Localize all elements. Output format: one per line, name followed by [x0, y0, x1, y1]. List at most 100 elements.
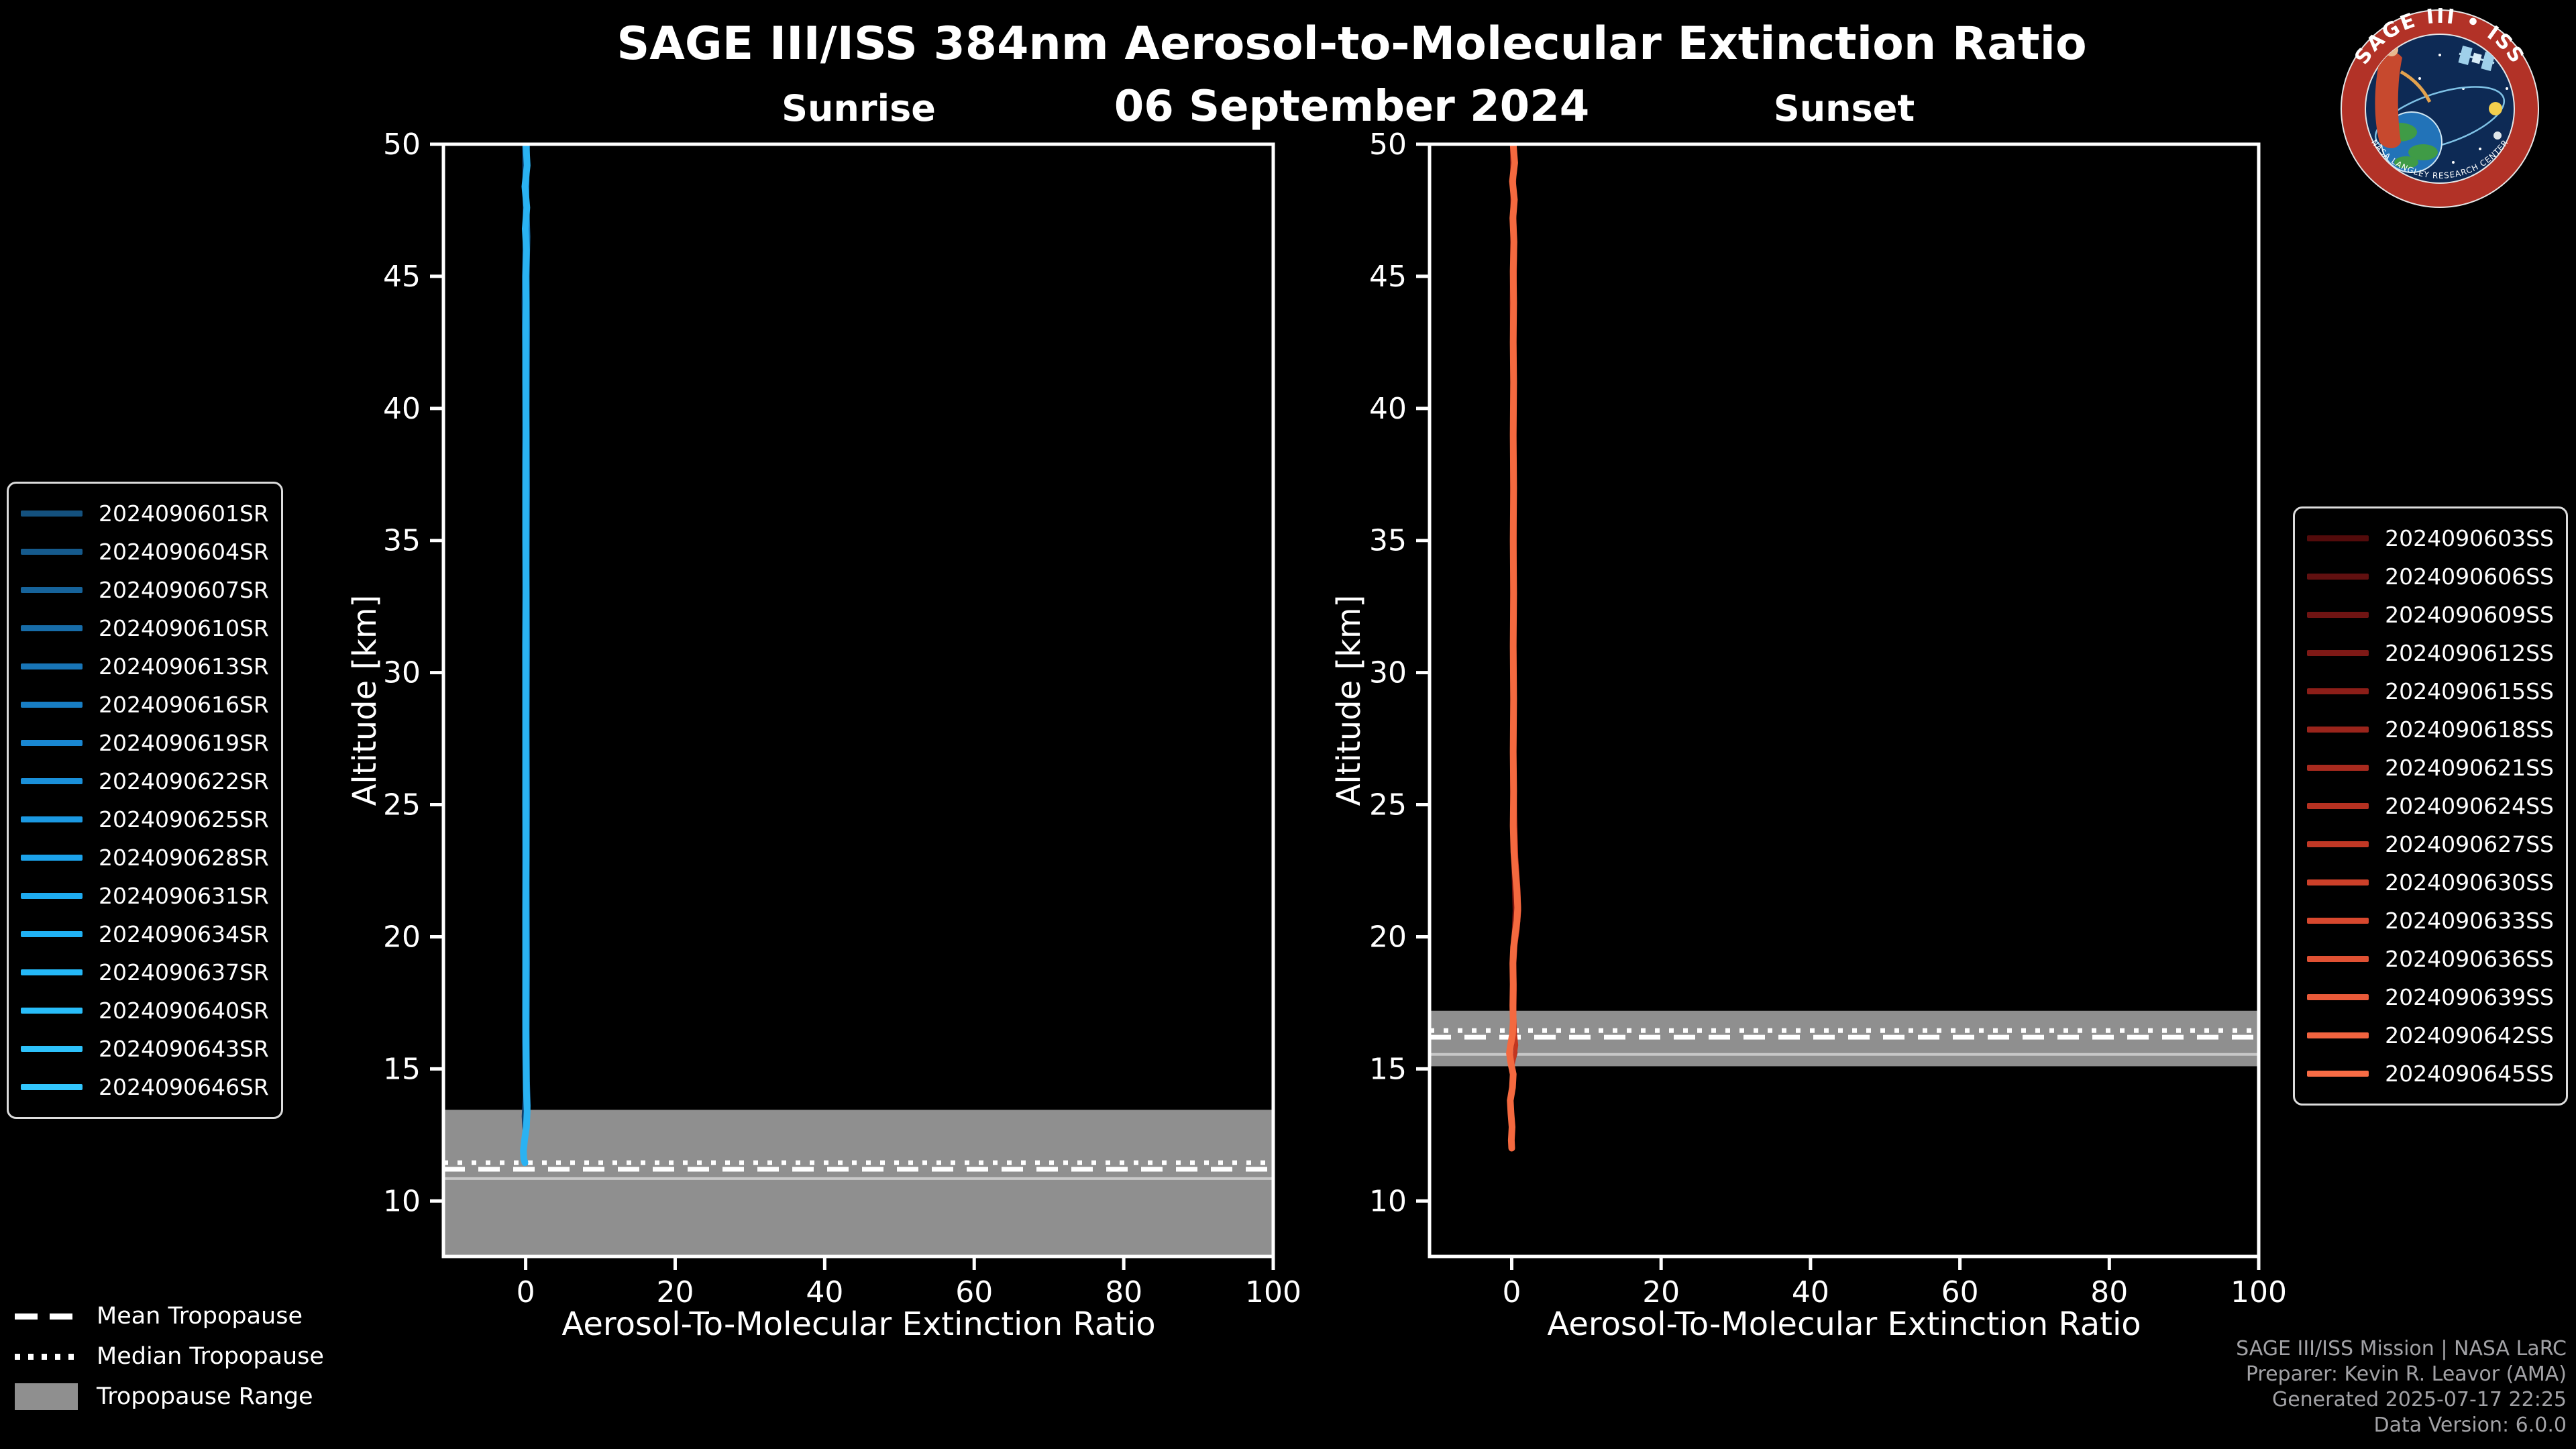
sunrise-y-tick-label: 10	[383, 1184, 421, 1218]
sunrise-axes-box	[441, 142, 1275, 1258]
legend-line-swatch	[21, 855, 83, 861]
sunrise-x-tick-label: 60	[955, 1275, 993, 1309]
sunset-y-tick-label: 40	[1369, 392, 1407, 426]
legend-label: 2024090609SS	[2385, 602, 2554, 628]
legend-item: 2024090628SR	[21, 839, 269, 877]
credits: SAGE III/ISS Mission | NASA LaRC Prepare…	[2236, 1336, 2567, 1438]
sunset-legend: 2024090603SS 2024090606SS 2024090609SS 2024…	[2293, 506, 2568, 1106]
legend-line-swatch	[2307, 956, 2369, 962]
median-tropopause-legend-item: Median Tropopause	[15, 1336, 324, 1377]
mean-tropopause-legend-item: Mean Tropopause	[15, 1296, 324, 1336]
legend-label: 2024090615SS	[2385, 678, 2554, 704]
legend-label: 2024090612SS	[2385, 640, 2554, 666]
legend-line-swatch	[21, 663, 83, 669]
figure-date: 06 September 2024	[1114, 82, 1590, 131]
legend-item: 2024090643SR	[21, 1030, 269, 1068]
legend-line-swatch	[2307, 918, 2369, 924]
legend-item: 2024090619SR	[21, 724, 269, 762]
legend-line-swatch	[21, 1046, 83, 1052]
legend-label: 2024090601SR	[99, 500, 269, 527]
legend-label: 2024090628SR	[99, 845, 269, 871]
sunrise-x-tick-label: 0	[517, 1275, 535, 1309]
sunrise-tropopause-range-band	[443, 1110, 1273, 1256]
figure-title: SAGE III/ISS 384nm Aerosol-to-Molecular …	[616, 17, 2087, 70]
sunrise-y-tick-label: 35	[383, 524, 421, 558]
sunrise-y-tick-label: 20	[383, 920, 421, 954]
legend-item: 2024090645SS	[2307, 1055, 2554, 1093]
mean-tropopause-dashed-swatch	[15, 1313, 78, 1320]
sunrise-x-tick-label: 40	[806, 1275, 843, 1309]
legend-line-swatch	[21, 549, 83, 555]
legend-line-swatch	[21, 931, 83, 937]
legend-label: 2024090604SR	[99, 539, 269, 565]
legend-line-swatch	[2307, 841, 2369, 847]
legend-item: 2024090606SS	[2307, 557, 2554, 596]
legend-line-swatch	[2307, 1071, 2369, 1077]
legend-line-swatch	[2307, 1032, 2369, 1038]
legend-line-swatch	[21, 1008, 83, 1014]
sunset-y-tick-label: 35	[1369, 524, 1407, 558]
sunset-x-tick-label: 60	[1941, 1275, 1979, 1309]
legend-item: 2024090642SS	[2307, 1016, 2554, 1055]
sunset-y-tick-label: 20	[1369, 920, 1407, 954]
sunset-y-tick-label: 50	[1369, 127, 1407, 162]
legend-item: 2024090609SS	[2307, 596, 2554, 634]
legend-line-swatch	[2307, 688, 2369, 694]
legend-label: 2024090645SS	[2385, 1061, 2554, 1087]
sunset-y-tick-label: 45	[1369, 260, 1407, 294]
credit-mission: SAGE III/ISS Mission | NASA LaRC	[2236, 1337, 2567, 1360]
legend-line-swatch	[21, 969, 83, 975]
legend-line-swatch	[2307, 535, 2369, 541]
sunset-x-tick-label: 80	[2090, 1275, 2128, 1309]
legend-label: 2024090631SR	[99, 883, 269, 909]
sunrise-y-tick-label: 50	[383, 127, 421, 162]
legend-label: 2024090603SS	[2385, 525, 2554, 551]
legend-item: 2024090603SS	[2307, 519, 2554, 557]
legend-item: 2024090613SR	[21, 647, 269, 686]
credit-generated: Generated 2025-07-17 22:25	[2271, 1388, 2567, 1411]
legend-item: 2024090631SR	[21, 877, 269, 915]
tropopause-range-label: Tropopause Range	[97, 1383, 313, 1410]
legend-item: 2024090639SS	[2307, 978, 2554, 1016]
mean-tropopause-label: Mean Tropopause	[97, 1303, 303, 1330]
sunrise-x-tick-label: 80	[1105, 1275, 1142, 1309]
credit-data-version: Data Version: 6.0.0	[2373, 1413, 2567, 1437]
legend-item: 2024090636SS	[2307, 940, 2554, 978]
legend-item: 2024090637SR	[21, 953, 269, 991]
legend-label: 2024090610SR	[99, 615, 269, 641]
legend-line-swatch	[2307, 727, 2369, 733]
legend-label: 2024090634SR	[99, 921, 269, 947]
legend-label: 2024090619SR	[99, 730, 269, 756]
legend-label: 2024090642SS	[2385, 1022, 2554, 1049]
sunrise-x-axis-label: Aerosol-To-Molecular Extinction Ratio	[561, 1305, 1156, 1343]
legend-item: 2024090625SR	[21, 800, 269, 839]
sunrise-y-tick-label: 40	[383, 392, 421, 426]
legend-item: 2024090618SS	[2307, 710, 2554, 749]
legend-label: 2024090621SS	[2385, 755, 2554, 781]
legend-label: 2024090643SR	[99, 1036, 269, 1062]
legend-line-swatch	[21, 816, 83, 822]
tropopause-range-swatch	[15, 1383, 78, 1410]
sage-iii-iss-mission-patch-icon: SAGE III • ISS NASA LANGLEY RESEARCH CEN…	[2339, 5, 2540, 209]
legend-line-swatch	[21, 625, 83, 631]
legend-line-swatch	[21, 511, 83, 517]
legend-label: 2024090613SR	[99, 653, 269, 680]
sunset-plot-area	[1430, 144, 2259, 1152]
sunset-axes-box	[1428, 142, 2261, 1258]
legend-item: 2024090621SS	[2307, 749, 2554, 787]
sunrise-profile-line	[520, 144, 531, 1167]
legend-item: 2024090622SR	[21, 762, 269, 800]
legend-item: 2024090634SR	[21, 915, 269, 953]
sunset-y-tick-label: 30	[1369, 656, 1407, 690]
tropopause-range-legend-item: Tropopause Range	[15, 1377, 324, 1417]
legend-line-swatch	[2307, 879, 2369, 885]
tropopause-legend: Mean Tropopause Median Tropopause Tropop…	[15, 1296, 324, 1417]
sunrise-x-tick-label: 20	[656, 1275, 694, 1309]
sunset-x-axis-label: Aerosol-To-Molecular Extinction Ratio	[1547, 1305, 2141, 1343]
legend-line-swatch	[21, 893, 83, 899]
legend-line-swatch	[21, 702, 83, 708]
credit-preparer: Preparer: Kevin R. Leavor (AMA)	[2245, 1362, 2567, 1386]
legend-item: 2024090616SR	[21, 686, 269, 724]
sunset-tropopause-range-band	[1430, 1010, 2259, 1067]
sunset-x-tick-label: 0	[1502, 1275, 1521, 1309]
